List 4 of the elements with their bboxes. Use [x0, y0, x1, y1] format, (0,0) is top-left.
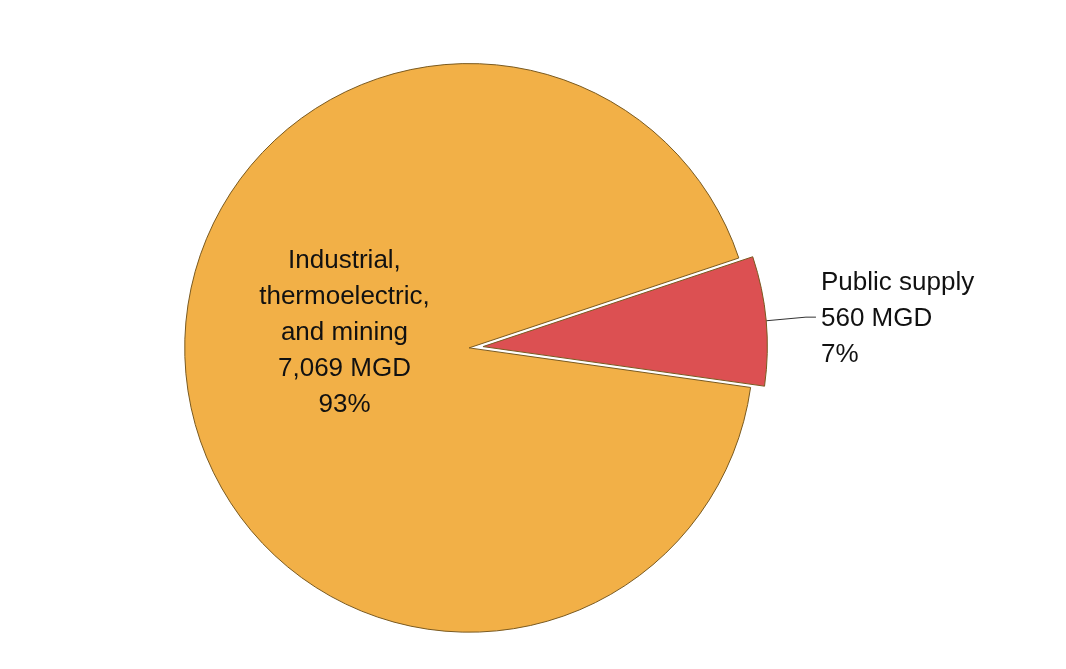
slice-label: Industrial, thermoelectric, and mining	[259, 244, 430, 347]
data-label: 7,069 MGD 93%	[278, 352, 411, 419]
data-label: 560 MGD 7%	[820, 302, 933, 369]
slice-label: Public supply	[820, 266, 975, 297]
